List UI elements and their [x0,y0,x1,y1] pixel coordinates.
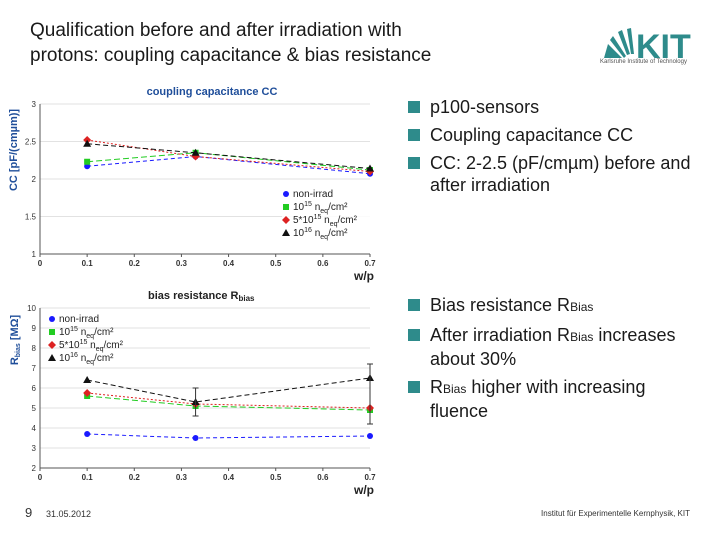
legend-label-1e16: 1016 neq/cm² [293,227,348,241]
kit-logo-subtext: Karlsruhe Institute of Technology [600,59,687,65]
data-point-1e16 [83,376,92,383]
data-point-5e15 [83,389,92,397]
x-tick-label: 0.5 [270,259,282,268]
legend-label-5e15: 5*1015 neq/cm² [59,339,124,353]
y-tick-label: 6 [32,384,37,393]
bullets-bottom: Bias resistance RBias After irradiation … [408,294,708,428]
x-tick-label: 0.1 [82,473,94,482]
legend-label-1e15: 1015 neq/cm² [59,326,114,340]
data-point-non-irrad [367,433,373,439]
data-point-1e16 [191,148,200,156]
data-point-1e16 [83,139,92,147]
legend-marker-5e15 [282,216,290,224]
x-tick-label: 0.7 [364,259,376,268]
bullet-item: p100-sensors [408,96,708,118]
bullet-square-icon [408,381,420,393]
y-tick-label: 10 [27,304,36,313]
kit-logo-text: KIT [636,28,691,66]
y-tick-label: 1 [32,250,37,259]
bullet-square-icon [408,329,420,341]
series-line-1e16 [87,377,371,403]
bullet-item: Coupling capacitance CC [408,124,708,146]
bullet-square-icon [408,299,420,311]
legend-label-5e15: 5*1015 neq/cm² [293,214,358,228]
y-tick-label: 8 [32,344,37,353]
page-number: 9 [25,505,33,520]
footer-institute: Institut für Experimentelle Kernphysik, … [541,509,690,518]
legend-marker-non-irrad [283,191,289,197]
x-tick-label: 0 [38,259,43,268]
x-tick-label: 0.1 [82,259,94,268]
x-tick-label: 0.3 [176,473,188,482]
x-tick-label: 0.4 [223,473,235,482]
bias-resistance-chart: bias resistance Rbias Rbias [MΩ] 2 3 4 5 6 7 8 9 1… [9,290,376,497]
y-tick-label: 4 [32,424,37,433]
x-axis-label: w/p [353,483,374,497]
y-tick-label: 9 [32,324,37,333]
bullet-square-icon [408,157,420,169]
bullet-item: CC: 2-2.5 (pF/cmµm) before and after irr… [408,152,708,196]
y-tick-label: 7 [32,364,37,373]
bullet-square-icon [408,101,420,113]
bullet-square-icon [408,129,420,141]
slide-title-line1: Qualification before and after irradiati… [30,20,402,41]
x-tick-label: 0.2 [129,473,141,482]
chart-title: bias resistance Rbias [148,290,255,303]
y-tick-label: 2 [32,464,37,473]
y-tick-label: 5 [32,404,37,413]
slide-title-line2: protons: coupling capacitance & bias res… [30,45,432,66]
bullet-item: Bias resistance RBias [408,294,708,318]
x-tick-label: 0.2 [129,259,141,268]
y-axis-label: Rbias [MΩ] [9,315,22,366]
legend-label-1e15: 1015 neq/cm² [293,201,348,215]
x-axis-label: w/p [353,269,374,283]
series-line-5e15 [87,392,371,409]
y-tick-label: 3 [32,444,37,453]
y-tick-label: 3 [32,100,37,109]
legend-label-non-irrad: non-irrad [293,189,333,200]
legend-marker-1e15 [283,204,289,210]
legend-label-1e16: 1016 neq/cm² [59,352,114,366]
chart-title: coupling capacitance CC [147,86,278,98]
slide-title: Qualification before and after irradiati… [30,18,590,68]
legend-marker-1e16 [48,354,56,361]
data-point-non-irrad [84,431,91,437]
data-point-1e16 [366,164,374,172]
kit-logo: KIT [604,28,691,66]
kit-logo-icon [604,28,634,58]
y-tick-label: 2 [32,175,37,184]
x-tick-label: 0.3 [176,259,188,268]
data-point-1e15 [84,158,91,165]
bullet-item: RBias higher with increasing fluence [408,376,708,422]
series-line-non-irrad [87,433,371,439]
y-tick-label: 1.5 [25,213,37,222]
data-point-non-irrad [192,435,199,441]
legend-box [282,188,378,244]
y-tick-label: 2.5 [25,138,37,147]
legend-marker-1e15 [49,329,55,335]
x-tick-label: 0.4 [223,259,235,268]
legend-label-non-irrad: non-irrad [59,314,99,325]
legend-marker-non-irrad [49,316,55,322]
coupling-capacitance-chart: coupling capacitance CC CC [pF/(cmµm)] 1 1.… [8,86,378,283]
bullets-top: p100-sensors Coupling capacitance CC CC:… [408,96,708,202]
x-tick-label: 0.6 [317,473,329,482]
y-axis-label: CC [pF/(cmµm)] [8,109,20,191]
bullet-item: After irradiation RBias increases about … [408,324,708,370]
footer-date: 31.05.2012 [46,509,92,519]
x-tick-label: 0.7 [364,473,376,482]
x-tick-label: 0.5 [270,473,282,482]
legend-marker-1e16 [282,229,290,236]
legend-marker-5e15 [48,341,56,349]
x-tick-label: 0.6 [317,259,329,268]
x-tick-label: 0 [38,473,43,482]
